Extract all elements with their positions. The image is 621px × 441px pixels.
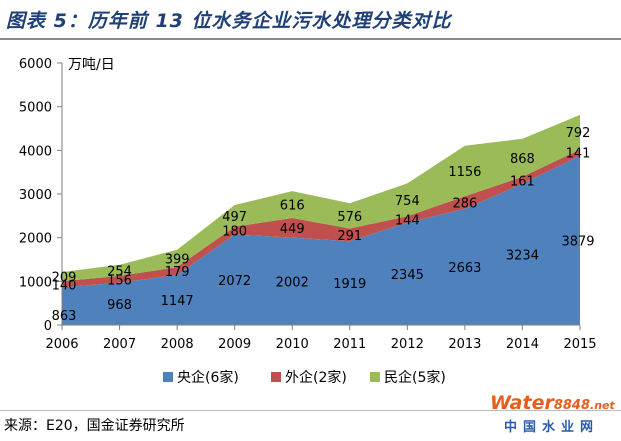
legend-item: 央企(6家) xyxy=(163,369,239,386)
legend-swatch xyxy=(163,372,173,382)
data-label: 140 xyxy=(52,278,77,293)
legend-label: 外企(2家) xyxy=(285,369,347,386)
y-tick-label: 4000 xyxy=(19,144,52,159)
x-tick-label: 2009 xyxy=(218,337,251,352)
data-label: 399 xyxy=(165,252,190,267)
data-label: 576 xyxy=(337,210,362,225)
legend-item: 外企(2家) xyxy=(271,369,347,386)
data-label: 3879 xyxy=(561,234,594,249)
data-label: 616 xyxy=(280,199,305,214)
data-label: 161 xyxy=(510,174,535,189)
data-label: 179 xyxy=(165,265,190,280)
legend-label: 民企(5家) xyxy=(384,369,446,386)
data-label: 144 xyxy=(395,213,420,228)
area-series-1 xyxy=(62,155,580,325)
legend-swatch xyxy=(271,372,281,382)
data-label: 209 xyxy=(52,271,77,286)
stacked-area-chart: 0 1000 2000 3000 4000 5000 6000 2006 2007 2008 200… xyxy=(19,57,597,386)
data-label: 286 xyxy=(452,196,477,211)
x-tick-label: 2008 xyxy=(161,337,194,352)
data-label: 2663 xyxy=(448,261,481,276)
data-label: 1156 xyxy=(448,165,481,180)
x-tick-label: 2012 xyxy=(391,337,424,352)
x-tick-label: 2006 xyxy=(45,337,78,352)
data-label: 449 xyxy=(280,222,305,237)
data-label: 291 xyxy=(337,229,362,244)
data-label: 497 xyxy=(222,210,247,225)
data-label-layer: 863 968 1147 2072 2002 1919 2345 2663 3234 3879 14… xyxy=(52,126,595,324)
legend: 央企(6家) 外企(2家) 民企(5家) xyxy=(163,369,446,386)
data-label: 180 xyxy=(222,225,247,240)
x-tick-label: 2010 xyxy=(276,337,309,352)
x-tick-label: 2015 xyxy=(563,337,596,352)
y-tick-label: 6000 xyxy=(19,57,52,72)
x-tick-label: 2014 xyxy=(506,337,539,352)
legend-label: 央企(6家) xyxy=(177,369,239,386)
area-layer xyxy=(62,114,580,325)
data-label: 2345 xyxy=(391,268,424,283)
area-series-3 xyxy=(62,114,580,282)
y-tick-label: 5000 xyxy=(19,101,52,116)
y-axis-label: 万吨/日 xyxy=(68,57,115,73)
data-label: 863 xyxy=(52,309,77,324)
axes-layer: 0 1000 2000 3000 4000 5000 6000 2006 2007 2008 200… xyxy=(19,57,597,352)
data-label: 141 xyxy=(566,147,591,162)
data-label: 1919 xyxy=(333,277,366,292)
water8848-logo: Water8848.net 中国水业网 xyxy=(490,392,616,438)
y-tick-label: 3000 xyxy=(19,188,52,203)
data-label: 2002 xyxy=(276,275,309,290)
x-tick-label: 2007 xyxy=(103,337,136,352)
data-label: 254 xyxy=(107,264,132,279)
data-label: 868 xyxy=(510,152,535,167)
data-label: 792 xyxy=(566,126,591,141)
page-title: 图表 5：历年前 13 位水务企业污水处理分类对比 xyxy=(6,10,452,32)
data-label: 156 xyxy=(107,273,132,288)
x-tick-label: 2011 xyxy=(333,337,366,352)
y-tick-label: 0 xyxy=(44,319,52,334)
y-tick-label: 1000 xyxy=(19,275,52,290)
data-label: 968 xyxy=(107,298,132,313)
data-label: 2072 xyxy=(218,274,251,289)
data-label: 3234 xyxy=(506,248,539,263)
logo-wordmark: Water8848.net xyxy=(490,392,615,414)
logo-chinese-name: 中国水业网 xyxy=(504,420,600,435)
source-note: 来源：E20，国金证券研究所 xyxy=(4,418,185,434)
footer-divider xyxy=(0,410,621,411)
x-tick-label: 2013 xyxy=(448,337,481,352)
y-tick-label: 2000 xyxy=(19,232,52,247)
data-label: 1147 xyxy=(161,294,194,309)
legend-swatch xyxy=(370,372,380,382)
title-bar: 图表 5：历年前 13 位水务企业污水处理分类对比 xyxy=(0,0,621,40)
data-label: 754 xyxy=(395,194,420,209)
legend-item: 民企(5家) xyxy=(370,369,446,386)
